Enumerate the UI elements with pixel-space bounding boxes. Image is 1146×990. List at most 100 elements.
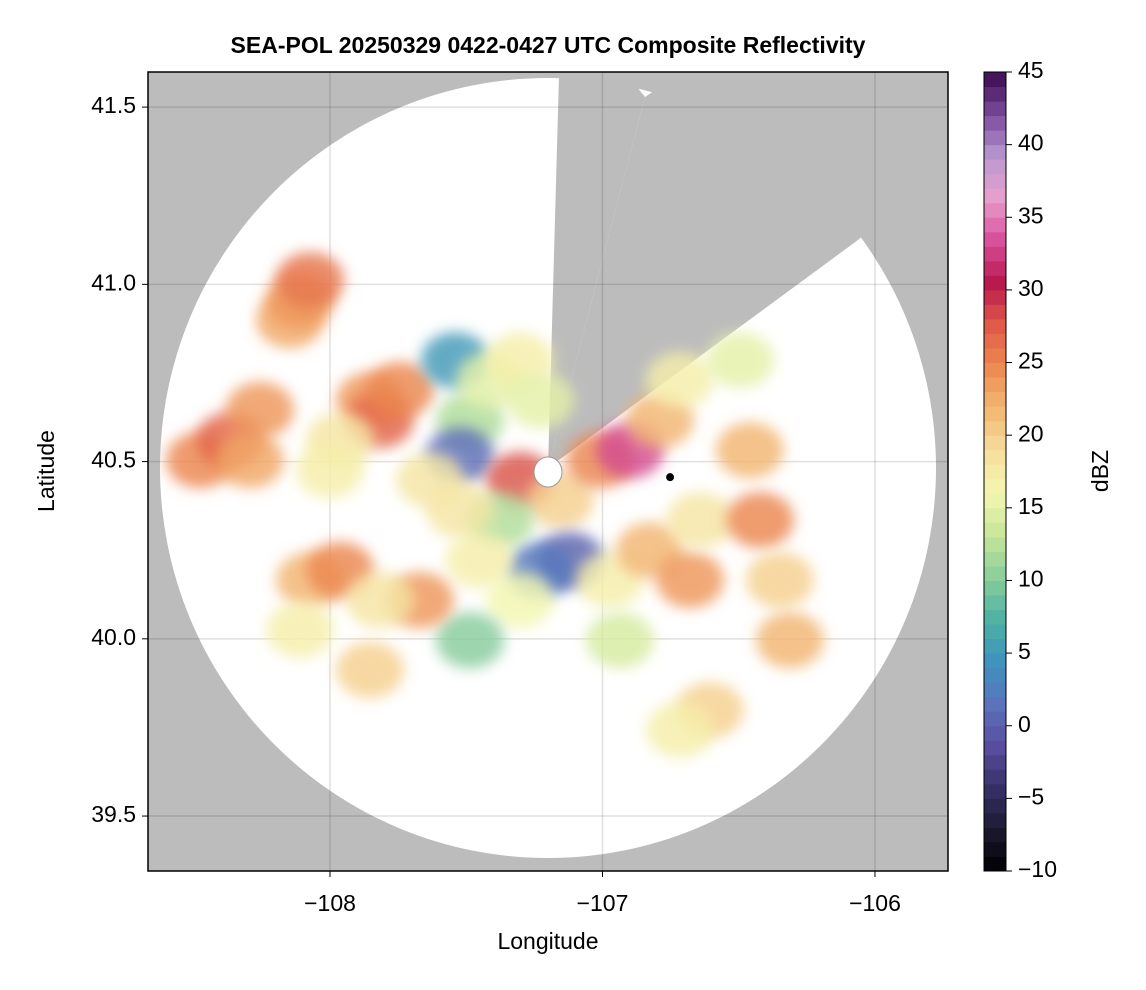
- echo: [645, 352, 714, 409]
- echo: [425, 482, 494, 539]
- echo: [266, 601, 335, 658]
- colorbar-cell: [984, 522, 1006, 538]
- colorbar-cell: [984, 333, 1006, 349]
- colorbar-cell: [984, 406, 1006, 422]
- colorbar-cell: [984, 304, 1006, 320]
- echo: [666, 473, 675, 482]
- colorbar-cell: [984, 856, 1006, 872]
- colorbar-cell: [984, 86, 1006, 102]
- colorbar-cell: [984, 609, 1006, 625]
- echo: [725, 492, 794, 549]
- colorbar-tick-label: 40: [1018, 130, 1044, 156]
- colorbar-cell: [984, 478, 1006, 494]
- colorbar-cell: [984, 173, 1006, 189]
- colorbar-cell: [984, 449, 1006, 465]
- echo: [445, 532, 514, 589]
- colorbar-cell: [984, 536, 1006, 552]
- colorbar-cell: [984, 435, 1006, 451]
- colorbar-cell: [984, 696, 1006, 712]
- colorbar-cell: [984, 159, 1006, 175]
- colorbar-cell: [984, 594, 1006, 611]
- colorbar-cell: [984, 202, 1006, 218]
- echo: [655, 551, 724, 608]
- echo: [755, 612, 824, 669]
- colorbar-cell: [984, 653, 1006, 669]
- y-tick-label: 41.5: [91, 92, 136, 118]
- blocked-sector: [548, 72, 900, 468]
- colorbar-cell: [984, 624, 1006, 640]
- colorbar-cell: [984, 682, 1006, 698]
- y-tick-label: 40.5: [91, 447, 136, 473]
- y-axis-label: Latitude: [33, 430, 59, 512]
- colorbar-label: dBZ: [1087, 450, 1113, 492]
- echo: [706, 332, 775, 389]
- echoes: [166, 252, 824, 758]
- echo: [366, 361, 435, 418]
- colorbar-cell: [984, 420, 1006, 436]
- colorbar-cell: [984, 72, 1006, 88]
- echo: [345, 572, 414, 629]
- colorbar-cell: [984, 493, 1006, 509]
- colorbar-tick-label: 35: [1018, 202, 1044, 228]
- colorbar-tick-label: 10: [1018, 566, 1044, 592]
- echo: [336, 642, 405, 699]
- colorbar-tick-label: −10: [1018, 856, 1057, 882]
- colorbar-cell: [984, 740, 1006, 756]
- echo: [585, 612, 654, 669]
- colorbar-tick-label: 0: [1018, 711, 1031, 737]
- echo: [506, 372, 575, 429]
- colorbar-tick-label: 20: [1018, 420, 1044, 446]
- echo: [276, 252, 345, 309]
- colorbar-cell: [984, 812, 1006, 828]
- colorbar-cell: [984, 231, 1006, 247]
- echo: [745, 551, 814, 608]
- echo: [225, 381, 294, 438]
- colorbar-cell: [984, 711, 1006, 727]
- colorbar-cell: [984, 260, 1006, 276]
- echo: [485, 572, 554, 629]
- echo: [436, 612, 505, 669]
- x-tick-label: −108: [304, 890, 356, 916]
- colorbar-cell: [984, 725, 1006, 741]
- colorbar-cell: [984, 841, 1006, 857]
- plot-frame: [147, 71, 949, 872]
- colorbar-tick-label: 30: [1018, 275, 1044, 301]
- echo: [296, 442, 365, 499]
- colorbar-cell: [984, 464, 1006, 480]
- colorbar-cell: [984, 798, 1006, 814]
- x-axis-label: Longitude: [497, 928, 598, 954]
- blocked-sector: [548, 72, 645, 468]
- colorbar-cell: [984, 377, 1006, 393]
- colorbar-cell: [984, 115, 1006, 131]
- colorbar-cell: [984, 507, 1006, 523]
- colorbar-frame: [983, 71, 1007, 872]
- y-tick-label: 39.5: [91, 801, 136, 827]
- colorbar-tick-label: −5: [1018, 783, 1044, 809]
- colorbar-tick-label: 45: [1018, 57, 1044, 83]
- colorbar: −10 −5 0 5 10 15 20 25 30 35 40 45: [983, 57, 1057, 882]
- colorbar-cell: [984, 667, 1006, 683]
- y-tick-label: 40.0: [91, 624, 136, 650]
- colorbar-cell: [984, 275, 1006, 291]
- chart-title: SEA-POL 20250329 0422-0427 UTC Composite…: [231, 32, 866, 58]
- colorbar-cell: [984, 754, 1006, 770]
- colorbar-cell: [984, 783, 1006, 799]
- colorbar-cell: [984, 188, 1006, 204]
- colorbar-cell: [984, 246, 1006, 262]
- colorbar-cell: [984, 638, 1006, 654]
- colorbar-cell: [984, 348, 1006, 364]
- colorbar-cell: [984, 769, 1006, 785]
- x-tick-label: −107: [577, 890, 629, 916]
- colorbar-cell: [984, 362, 1006, 378]
- colorbar-cell: [984, 318, 1006, 334]
- radar-hole: [533, 456, 563, 488]
- echo: [645, 701, 714, 758]
- colorbar-cell: [984, 144, 1006, 160]
- colorbar-cell: [984, 217, 1006, 233]
- x-tick-label: −106: [849, 890, 901, 916]
- colorbar-cell: [984, 551, 1006, 567]
- colorbar-cell: [984, 101, 1006, 117]
- echo: [666, 492, 735, 549]
